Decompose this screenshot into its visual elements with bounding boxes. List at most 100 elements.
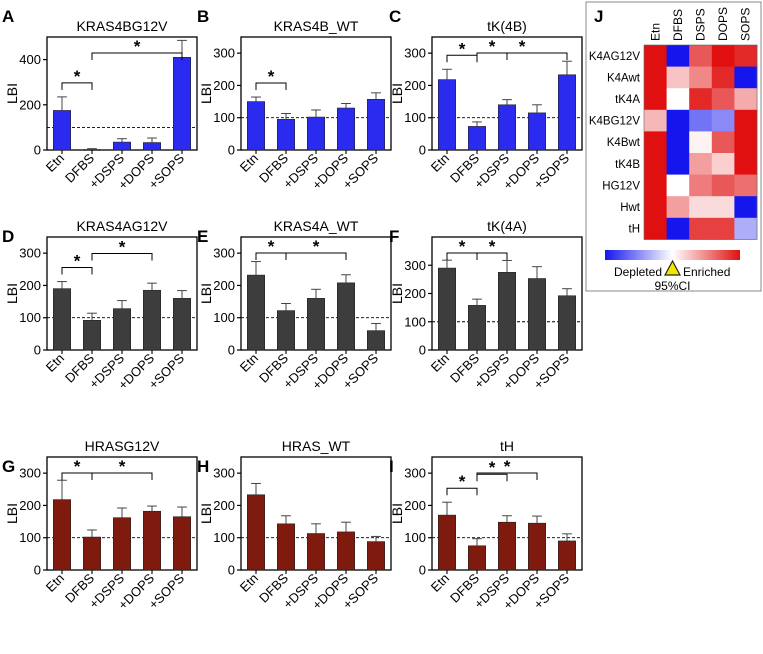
panel-label: D [2, 227, 14, 246]
bar-dfbs [467, 126, 486, 151]
x-tick-label: Etn [43, 351, 67, 375]
panel-label: H [197, 457, 209, 476]
heatmap-cell [666, 174, 690, 197]
bar-dfbs [83, 319, 102, 351]
heatmap-column-label: DFBS [671, 9, 685, 41]
x-tick-label: Etn [237, 571, 261, 595]
bar-panel-f: FtK(4A)LBI0100200300EtnDFBS+DSPS+DOPS+SO… [389, 218, 583, 393]
y-tick-label: 0 [34, 143, 41, 158]
y-axis-label: LBI [389, 283, 405, 304]
bar-dsps [113, 308, 132, 351]
y-tick-label: 300 [19, 466, 41, 481]
panel-label: E [197, 227, 208, 246]
bar-dops [527, 522, 546, 571]
bar-etn [52, 288, 71, 351]
significance-star: * [74, 252, 81, 271]
bar-dfbs [276, 310, 295, 351]
y-tick-label: 0 [419, 563, 426, 578]
heatmap-column-label: SOPS [739, 8, 753, 41]
heatmap-row-label: K4BG12V [589, 116, 640, 128]
heatmap-cell [666, 88, 690, 111]
heatmap-column-label: Etn [648, 23, 662, 41]
heatmap-cell [644, 217, 667, 240]
y-tick-label: 0 [419, 343, 426, 358]
heatmap-cell [711, 196, 735, 219]
x-tick-label: Etn [43, 151, 67, 175]
heatmap-cell [644, 45, 667, 67]
y-axis-label: LBI [198, 83, 214, 104]
heatmap-cell [666, 66, 690, 89]
x-tick-label: Etn [428, 351, 452, 375]
y-tick-label: 300 [404, 466, 426, 481]
y-tick-label: 200 [19, 498, 41, 513]
ci-triangle-icon [663, 259, 682, 276]
significance-star: * [459, 39, 466, 58]
y-tick-label: 200 [404, 286, 426, 301]
heatmap-cell [711, 153, 735, 175]
y-tick-label: 300 [19, 246, 41, 261]
heatmap-cell [666, 45, 690, 67]
bar-etn [52, 499, 71, 571]
chart-title: KRAS4A_WT [274, 218, 359, 234]
bar-dsps [306, 298, 325, 351]
bar-sops [173, 57, 192, 151]
heatmap-cell [666, 217, 690, 240]
y-axis-label: LBI [198, 503, 214, 524]
panel-label: A [2, 7, 14, 26]
bar-panel-a: A KRAS4BG12VLBI0200400EtnDFBS+DSPS+DOPS+S… [2, 7, 198, 193]
significance-star: * [119, 238, 126, 257]
significance-star: * [519, 37, 526, 56]
y-tick-label: 100 [404, 110, 426, 125]
bar-dfbs [276, 523, 295, 571]
heatmap-cell [666, 153, 690, 175]
heatmap-cell [644, 109, 667, 132]
bar-panel-d: DKRAS4AG12VLBI0100200300EtnDFBS+DSPS+DOP… [2, 218, 198, 393]
bar-panel-e: EKRAS4A_WTLBI0100200300EtnDFBS+DSPS+DOPS… [197, 218, 392, 393]
bar-panel-g: GHRASG12VLBI0100200300EtnDFBS+DSPS+DOPS+… [2, 438, 198, 613]
chart-title: tK(4B) [487, 18, 527, 34]
significance-star: * [74, 67, 81, 86]
significance-bracket [446, 487, 478, 496]
heatmap-cell [666, 131, 690, 154]
y-tick-label: 300 [404, 46, 426, 61]
x-tick-label: Etn [237, 351, 261, 375]
y-tick-label: 200 [19, 278, 41, 293]
chart-title: KRAS4B_WT [274, 18, 359, 34]
y-tick-label: 100 [213, 110, 235, 125]
significance-star: * [268, 237, 275, 256]
x-tick-label: Etn [428, 151, 452, 175]
y-tick-label: 200 [404, 78, 426, 93]
significance-star: * [489, 458, 496, 477]
bar-dsps [306, 116, 325, 151]
y-tick-label: 200 [213, 498, 235, 513]
colorbar-low-label: Depleted [614, 265, 662, 279]
bar-dsps [306, 533, 325, 571]
bar-sops [557, 74, 576, 151]
bar-dops [143, 142, 162, 151]
heatmap-column-label: DOPS [716, 7, 730, 41]
significance-bracket [255, 82, 287, 91]
y-axis-label: LBI [198, 283, 214, 304]
heatmap-row-label: Hwt [620, 202, 641, 214]
significance-bracket [91, 472, 153, 480]
heatmap-cell [689, 174, 713, 197]
bar-dops [336, 531, 355, 571]
heatmap-cell [644, 174, 667, 197]
significance-star: * [504, 457, 511, 476]
significance-star: * [489, 237, 496, 256]
panel-label: C [389, 7, 401, 26]
significance-star: * [313, 237, 320, 256]
y-axis-label: LBI [4, 283, 20, 304]
bar-dfbs [467, 545, 486, 571]
bar-dsps [113, 517, 132, 571]
y-axis-label: LBI [4, 503, 20, 524]
heatmap-cell [689, 66, 713, 89]
bar-dfbs [83, 536, 102, 571]
bar-sops [366, 541, 385, 571]
heatmap-cell [689, 196, 713, 219]
bar-etn [437, 267, 456, 351]
ci-label: 95%CI [654, 279, 690, 293]
heatmap-row-label: K4Awt [607, 72, 641, 84]
y-tick-label: 400 [19, 52, 41, 67]
